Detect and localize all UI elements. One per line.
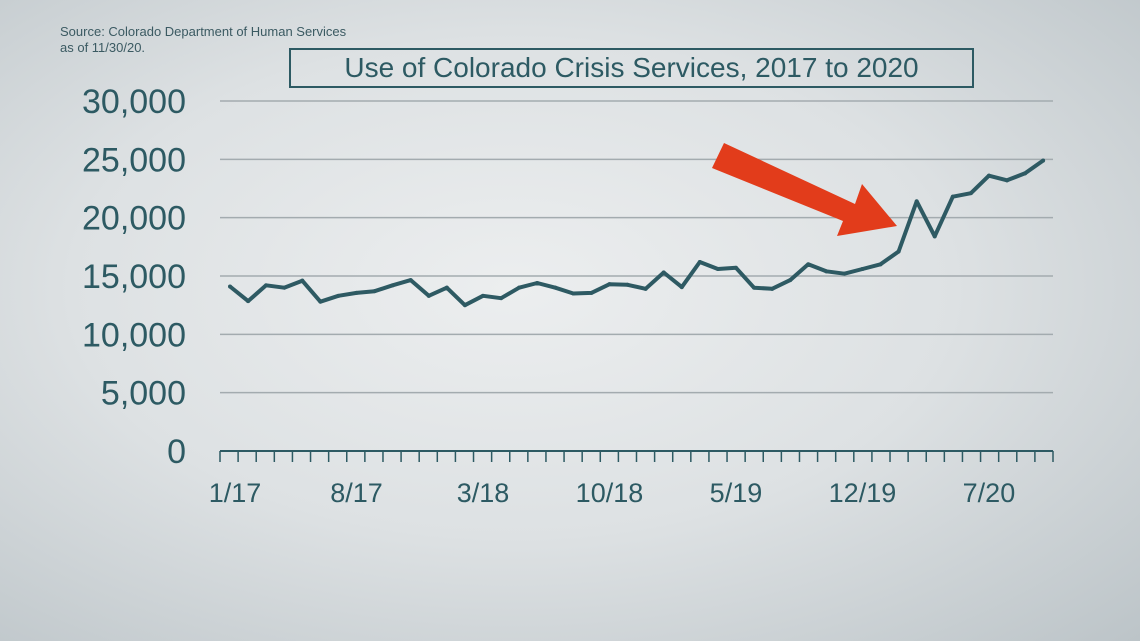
data-point xyxy=(697,260,702,264)
data-point xyxy=(679,285,684,290)
data-point xyxy=(661,270,666,275)
x-tick-label: 10/18 xyxy=(576,478,644,508)
x-tick-label: 5/19 xyxy=(710,478,763,508)
data-point xyxy=(354,290,359,295)
data-point xyxy=(517,285,522,290)
data-point xyxy=(733,265,738,270)
source-note: Source: Colorado Department of Human Ser… xyxy=(60,24,346,56)
annotation-arrow xyxy=(712,143,897,236)
y-tick-label: 0 xyxy=(167,433,186,471)
data-point xyxy=(318,299,323,304)
as-of-line: as of 11/30/20. xyxy=(60,40,146,55)
data-point xyxy=(444,285,449,290)
data-point xyxy=(715,267,720,271)
data-point xyxy=(896,249,901,254)
data-point xyxy=(282,285,287,290)
data-point xyxy=(968,191,973,196)
data-point xyxy=(625,282,630,287)
y-tick-label: 5,000 xyxy=(101,375,186,413)
data-point xyxy=(462,303,467,308)
data-point xyxy=(914,199,919,204)
chart-title: Use of Colorado Crisis Services, 2017 to… xyxy=(289,48,974,88)
y-tick-label: 30,000 xyxy=(82,83,186,121)
data-point xyxy=(589,290,594,295)
data-point xyxy=(264,283,269,288)
data-point xyxy=(643,286,648,291)
data-point xyxy=(788,278,793,283)
x-tick-label: 3/18 xyxy=(457,478,510,508)
data-point xyxy=(246,299,251,304)
data-point xyxy=(480,293,485,298)
y-tick-label: 10,000 xyxy=(82,316,186,354)
y-tick-label: 25,000 xyxy=(82,141,186,179)
data-point xyxy=(986,173,991,178)
x-tick-label: 1/17 xyxy=(209,478,262,508)
data-point xyxy=(499,296,504,301)
data-point xyxy=(426,293,431,298)
data-point xyxy=(535,281,540,285)
data-point xyxy=(1023,171,1028,176)
data-point xyxy=(932,234,937,239)
data-point xyxy=(878,262,883,267)
source-line: Source: Colorado Department of Human Ser… xyxy=(60,24,347,39)
data-point xyxy=(228,284,232,289)
data-point xyxy=(824,269,829,274)
x-tick-label: 12/19 xyxy=(829,478,897,508)
x-tick-label: 7/20 xyxy=(963,478,1016,508)
data-line xyxy=(228,158,1045,308)
data-point xyxy=(752,285,757,290)
data-point xyxy=(390,283,395,288)
data-point xyxy=(300,278,305,283)
y-tick-label: 20,000 xyxy=(82,200,186,238)
data-point xyxy=(1041,158,1046,163)
data-point xyxy=(408,278,413,283)
data-point xyxy=(553,285,558,290)
data-point xyxy=(950,194,955,199)
data-point xyxy=(1005,178,1010,183)
y-tick-label: 15,000 xyxy=(82,258,186,296)
data-point xyxy=(842,271,847,276)
data-point xyxy=(860,267,865,271)
data-point xyxy=(336,293,341,298)
x-tick-label: 8/17 xyxy=(330,478,383,508)
data-point xyxy=(607,282,612,287)
data-point xyxy=(571,291,576,296)
data-point xyxy=(806,262,811,267)
data-point xyxy=(770,286,775,291)
data-point xyxy=(372,289,377,294)
